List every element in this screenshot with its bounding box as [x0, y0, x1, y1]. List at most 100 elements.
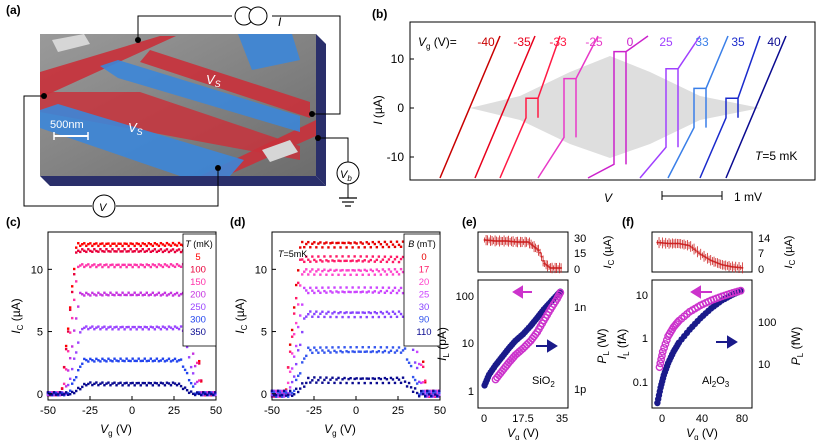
- e-left-ytick-10: 10: [462, 338, 474, 350]
- ic-point: [103, 359, 106, 362]
- red-electrode-3: [40, 92, 300, 160]
- ic-point: [385, 243, 389, 246]
- ic-point: [658, 241, 661, 244]
- vg-value-label: -40: [477, 35, 495, 49]
- ic-point: [272, 395, 276, 398]
- ic-point: [167, 265, 171, 269]
- ic-point: [339, 246, 342, 249]
- ic-point: [329, 378, 332, 381]
- red-electrode-2: [140, 50, 310, 118]
- ic-point: [204, 391, 207, 394]
- ic-point: [375, 268, 379, 271]
- ic-point: [206, 393, 209, 397]
- ic-point: [121, 325, 124, 329]
- ic-point: [518, 241, 521, 243]
- ic-point: [175, 244, 179, 247]
- ic-point: [115, 325, 118, 329]
- ic-point: [681, 243, 684, 246]
- ic-point: [522, 241, 525, 243]
- e-arrow-right: [536, 339, 558, 353]
- ic-point: [381, 286, 385, 289]
- ic-point: [321, 310, 324, 313]
- ic-point: [668, 242, 671, 245]
- ic-point: [111, 382, 114, 385]
- e-right-ytick-1p: 1p: [574, 384, 586, 396]
- ic-point: [87, 360, 90, 363]
- ic-point: [339, 286, 342, 289]
- ic-point: [119, 293, 122, 297]
- ic-point: [133, 384, 136, 387]
- ic-point: [363, 268, 366, 272]
- ic-point: [210, 392, 213, 396]
- ic-point: [81, 362, 84, 365]
- blue-channel-2: [40, 104, 244, 176]
- x-tick-label: 25: [168, 405, 180, 417]
- ic-point: [377, 240, 381, 244]
- ic-point: [349, 311, 352, 315]
- ic-point: [161, 357, 165, 360]
- f-xtick-0: 0: [659, 413, 665, 425]
- ic-point: [319, 241, 322, 244]
- ic-point: [530, 243, 533, 246]
- ic-point: [145, 359, 148, 363]
- ic-point: [290, 367, 294, 370]
- ic-point: [659, 241, 662, 244]
- ic-point: [294, 387, 298, 390]
- ic-point: [428, 391, 431, 395]
- ic-point: [513, 240, 516, 243]
- ic-point: [696, 250, 699, 253]
- ic-point: [323, 378, 326, 382]
- ic-point: [319, 291, 322, 295]
- ic-point: [191, 392, 195, 396]
- leakage-point: [658, 351, 666, 360]
- ic-point: [393, 245, 397, 249]
- ic-point: [139, 249, 142, 253]
- ic-point: [721, 263, 724, 266]
- f-material: Al2O3: [702, 375, 730, 389]
- ic-point: [323, 351, 326, 354]
- ic-point: [401, 349, 405, 352]
- ic-point: [367, 242, 370, 246]
- ic-point: [66, 392, 70, 395]
- ic-point: [101, 326, 104, 329]
- e-top-ytick-0: 0: [574, 264, 580, 276]
- leakage-point: [656, 359, 665, 368]
- legend-entry: 350: [190, 327, 206, 338]
- ic-point: [54, 392, 58, 395]
- ic-point: [198, 379, 201, 382]
- ic-point: [337, 346, 340, 349]
- ic-point: [167, 293, 171, 296]
- ic-point: [109, 359, 112, 362]
- panel-f-main-frame: [651, 279, 753, 409]
- ic-point: [353, 255, 356, 258]
- ic-point: [415, 382, 419, 385]
- ic-point: [77, 341, 80, 344]
- ic-point: [353, 315, 356, 319]
- ic-point: [286, 395, 290, 398]
- ic-point: [309, 286, 312, 290]
- ic-point: [79, 291, 82, 295]
- ic-point: [349, 273, 352, 277]
- legend-entry: 17: [419, 265, 430, 276]
- ic-point: [409, 386, 413, 389]
- ic-point: [77, 265, 80, 269]
- ic-point: [301, 240, 304, 244]
- ic-point: [60, 392, 64, 395]
- ic-point: [129, 382, 132, 385]
- ic-point: [294, 344, 298, 348]
- ic-point: [381, 351, 385, 354]
- ic-point: [177, 241, 181, 245]
- leakage-point: [661, 340, 670, 348]
- ic-point: [686, 244, 689, 247]
- ic-point: [689, 245, 692, 248]
- ic-point: [117, 328, 120, 331]
- ic-point: [143, 250, 146, 253]
- ic-point: [95, 326, 98, 329]
- ic-point: [284, 389, 288, 393]
- ic-point: [101, 294, 104, 297]
- ic-point: [133, 244, 136, 248]
- ic-point: [276, 393, 280, 397]
- ic-point: [97, 244, 100, 248]
- ic-point: [133, 250, 136, 253]
